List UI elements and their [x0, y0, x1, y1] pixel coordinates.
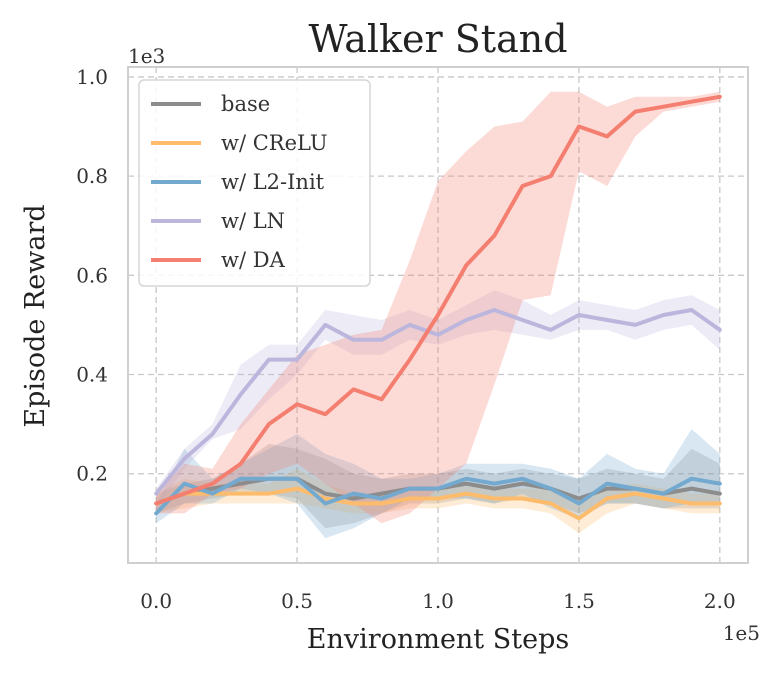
legend-label-w-l2-init: w/ L2-Init — [221, 170, 325, 194]
legend: base w/ CReLU w/ L2-Init w/ LN w/ DA — [138, 79, 371, 287]
x-offset-label: 1e5 — [723, 621, 760, 645]
band-base — [156, 444, 720, 529]
y-tick-label: 1.0 — [76, 65, 108, 89]
legend-label-base: base — [221, 92, 270, 116]
y-tick-label: 0.6 — [76, 263, 108, 287]
tick-labels: 0.0 0.5 1.0 1.5 2.0 0.2 0.4 0.6 0.8 1.0 — [76, 65, 736, 613]
x-tick-label: 1.0 — [422, 589, 454, 613]
plot-frame — [127, 66, 749, 564]
y-tick-label: 0.8 — [76, 164, 108, 188]
legend-label-w-da: w/ DA — [221, 248, 286, 272]
band-w-l2-init — [156, 429, 720, 539]
chart-title: Walker Stand — [308, 17, 567, 61]
legend-label-w-crelu: w/ CReLU — [221, 131, 328, 155]
y-tick-label: 0.2 — [76, 462, 108, 486]
y-offset-label: 1e3 — [128, 44, 165, 68]
x-tick-label: 0.5 — [281, 589, 313, 613]
legend-label-w-ln: w/ LN — [221, 209, 285, 233]
line-w-crelu — [154, 486, 722, 521]
legend-box — [138, 79, 371, 287]
line-w-ln — [154, 308, 722, 496]
line-w-l2-init — [154, 476, 722, 516]
x-tick-label: 2.0 — [704, 589, 736, 613]
x-axis-label: Environment Steps — [307, 624, 569, 655]
band-w-da — [156, 91, 720, 524]
line-w-da — [154, 94, 722, 506]
x-tick-label: 1.5 — [563, 589, 595, 613]
series-lines — [154, 94, 722, 521]
y-axis-label: Episode Reward — [20, 204, 51, 427]
x-tick-label: 0.0 — [140, 589, 172, 613]
y-tick-label: 0.4 — [76, 363, 108, 387]
